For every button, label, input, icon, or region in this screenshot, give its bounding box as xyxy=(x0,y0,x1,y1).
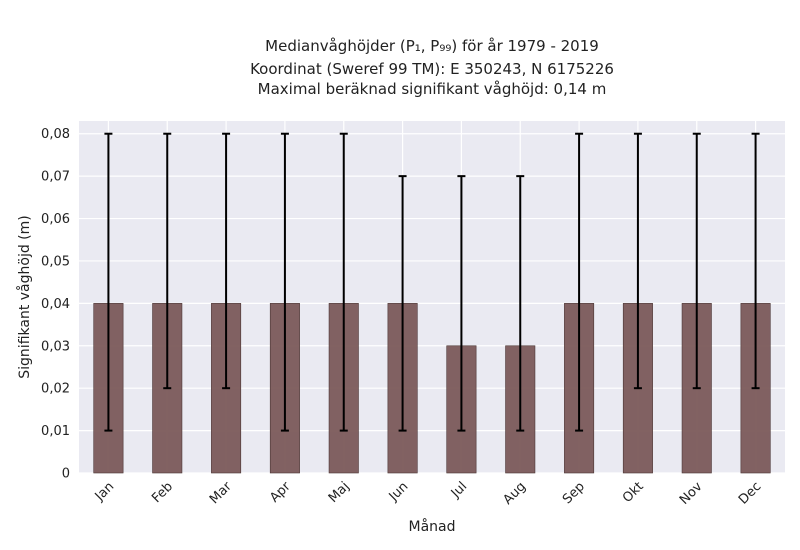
y-tick-label: 0,04 xyxy=(41,297,70,312)
x-tick-label: Dec xyxy=(736,479,764,507)
chart-title-line-2: Koordinat (Sweref 99 TM): E 350243, N 61… xyxy=(250,60,614,78)
x-tick-label: Nov xyxy=(677,479,706,508)
y-tick-label: 0,06 xyxy=(41,212,70,227)
x-tick-label: Feb xyxy=(149,479,176,506)
x-tick-label: Jan xyxy=(92,479,117,504)
x-axis-ticks: Jan Feb Mar Apr Maj Jun Jul Aug Sep Okt Nov Dec xyxy=(92,479,765,508)
y-tick-label: 0,03 xyxy=(41,339,70,354)
chart-title: Medianvåghöjder (P₁, P₉₉) för år 1979 - … xyxy=(250,37,614,98)
y-tick-label: 0,05 xyxy=(41,254,70,269)
y-tick-label: 0,02 xyxy=(41,382,70,397)
x-tick-label: Mar xyxy=(207,479,235,507)
y-axis-ticks: 0 0,01 0,02 0,03 0,04 0,05 0,06 0,07 0,08 xyxy=(41,127,70,481)
chart-title-line-3: Maximal beräknad signifikant våghöjd: 0,… xyxy=(258,80,607,98)
chart-title-line-1: Medianvåghöjder (P₁, P₉₉) för år 1979 - … xyxy=(265,37,599,55)
y-tick-label: 0,07 xyxy=(41,170,70,185)
y-axis-label: Signifikant våghöjd (m) xyxy=(16,215,33,378)
x-tick-label: Jul xyxy=(448,479,470,501)
y-tick-label: 0,01 xyxy=(41,424,70,439)
x-tick-label: Sep xyxy=(560,479,588,507)
x-tick-label: Apr xyxy=(267,479,294,506)
x-tick-label: Aug xyxy=(501,479,530,508)
x-tick-label: Maj xyxy=(326,479,353,506)
error-bars xyxy=(104,132,760,432)
x-tick-label: Okt xyxy=(620,479,647,506)
x-axis-label: Månad xyxy=(409,518,456,535)
x-tick-label: Jun xyxy=(386,479,412,505)
plot-area xyxy=(79,121,785,473)
y-tick-label: 0 xyxy=(62,467,70,482)
y-tick-label: 0,08 xyxy=(41,127,70,142)
